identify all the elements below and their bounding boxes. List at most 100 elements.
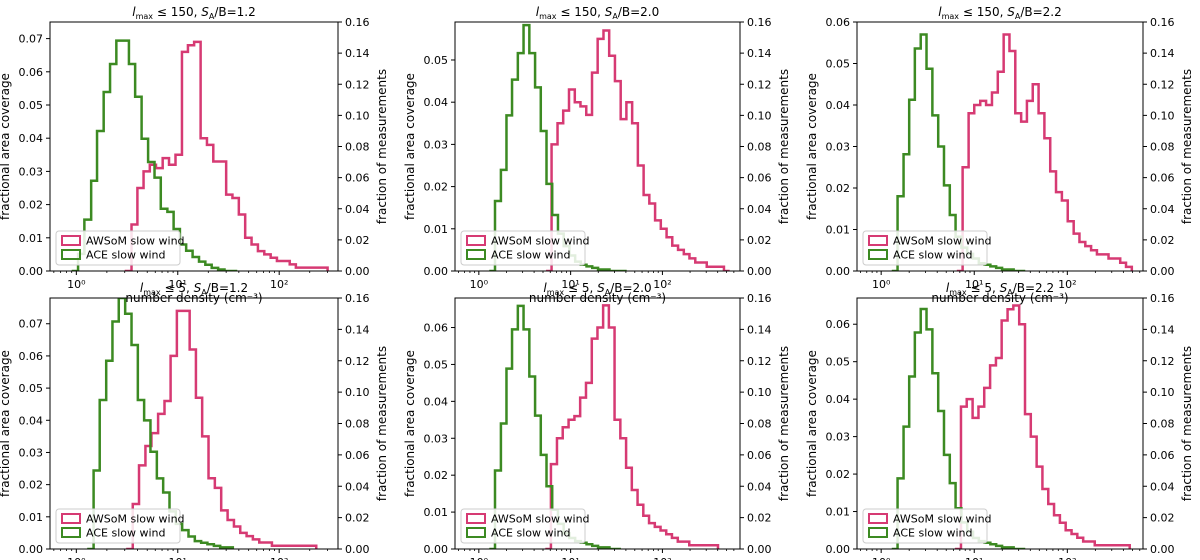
left-y-tick-label: 0.03: [826, 141, 851, 154]
left-y-tick-label: 0.05: [826, 58, 851, 71]
right-y-tick-label: 0.14: [345, 323, 370, 336]
left-y-tick-label: 0.01: [19, 232, 44, 245]
legend-box: [460, 508, 586, 544]
right-y-axis-label: fraction of measurements: [1180, 69, 1194, 224]
legend-awsom-swatch: [466, 513, 486, 524]
right-y-tick-label: 0.14: [747, 47, 772, 60]
ace-histogram: [489, 23, 627, 271]
right-y-tick-label: 0.10: [345, 109, 370, 122]
awsom-histogram: [545, 304, 720, 549]
x-tick-label: 10²: [1058, 278, 1076, 291]
right-y-tick-label: 0.08: [1150, 141, 1175, 154]
right-y-tick-label: 0.16: [1150, 292, 1175, 305]
right-y-axis-label: fraction of measurements: [777, 346, 791, 501]
right-y-tick-label: 0.06: [345, 449, 370, 462]
left-y-tick-label: 0.06: [826, 16, 851, 29]
left-y-tick-label: 0.06: [19, 350, 44, 363]
legend-awsom-label: AWSoM slow wind: [86, 513, 185, 526]
legend-ace-label: ACE slow wind: [893, 527, 972, 540]
x-tick-label: 10¹: [965, 278, 983, 291]
legend-ace-label: ACE slow wind: [86, 527, 165, 540]
right-y-tick-label: 0.02: [345, 512, 370, 525]
right-y-tick-label: 0.12: [1150, 78, 1175, 91]
chart-panel-2: 0.00 0.01 0.02 0.03 0.04 0.05 0.00 0.02 0.04 0.06…: [403, 5, 791, 305]
ace-histogram: [891, 33, 1026, 271]
left-y-axis-label: fractional area coverage: [0, 73, 12, 220]
legend-box: [862, 508, 988, 544]
legend-ace-label: ACE slow wind: [491, 249, 570, 262]
right-y-tick-label: 0.08: [747, 141, 772, 154]
chart-panel-5: 0.00 0.01 0.02 0.03 0.04 0.05 0.06 0.00 0.02 0.04…: [403, 281, 791, 560]
x-tick-label: 10²: [653, 556, 671, 560]
left-y-tick-label: 0.04: [424, 96, 449, 109]
legend-ace-swatch: [868, 527, 888, 538]
left-y-tick-label: 0.00: [826, 265, 851, 278]
right-y-tick-label: 0.06: [747, 172, 772, 185]
x-tick-label: 10⁰: [872, 556, 891, 560]
left-y-tick-label: 0.03: [826, 431, 851, 444]
right-y-tick-label: 0.06: [345, 172, 370, 185]
chart-panel-4: 0.00 0.01 0.02 0.03 0.04 0.05 0.06 0.07 0.00 0.02…: [0, 281, 389, 560]
chart-title: lmax ≤ 5, SA/B=2.0: [543, 281, 651, 297]
right-y-tick-label: 0.02: [345, 234, 370, 247]
right-y-tick-label: 0.02: [747, 512, 772, 525]
right-y-tick-label: 0.00: [345, 543, 370, 556]
left-y-axis-label: fractional area coverage: [403, 73, 417, 220]
right-y-tick-label: 0.10: [747, 109, 772, 122]
x-tick-label: 10¹: [169, 556, 187, 560]
legend-awsom-swatch: [868, 513, 888, 524]
right-y-tick-label: 0.00: [345, 265, 370, 278]
left-y-tick-label: 0.02: [826, 182, 851, 195]
right-y-tick-label: 0.04: [345, 203, 370, 216]
left-y-tick-label: 0.06: [826, 318, 851, 331]
right-y-tick-label: 0.16: [1150, 16, 1175, 29]
left-y-tick-label: 0.02: [424, 181, 449, 194]
left-y-tick-label: 0.01: [826, 506, 851, 519]
x-tick-label: 10⁰: [872, 278, 891, 291]
awsom-histogram: [954, 304, 1131, 549]
ace-histogram: [71, 39, 238, 271]
legend-box: [55, 230, 181, 266]
ace-histogram: [87, 298, 235, 549]
right-y-tick-label: 0.10: [1150, 109, 1175, 122]
x-tick-label: 10²: [1058, 556, 1076, 560]
left-y-axis-label: fractional area coverage: [805, 73, 819, 220]
right-y-tick-label: 0.08: [345, 141, 370, 154]
x-tick-label: 10¹: [965, 556, 983, 560]
right-y-tick-label: 0.00: [747, 265, 772, 278]
awsom-histogram: [546, 29, 730, 271]
right-y-tick-label: 0.00: [747, 543, 772, 556]
right-y-tick-label: 0.04: [747, 480, 772, 493]
left-y-tick-label: 0.01: [826, 224, 851, 237]
left-y-tick-label: 0.02: [19, 199, 44, 212]
right-y-tick-label: 0.16: [747, 292, 772, 305]
left-y-tick-label: 0.04: [19, 414, 44, 427]
right-y-tick-label: 0.00: [1150, 543, 1175, 556]
legend-ace-label: ACE slow wind: [86, 249, 165, 262]
right-y-tick-label: 0.12: [1150, 355, 1175, 368]
legend-box: [862, 230, 988, 266]
left-y-axis-label: fractional area coverage: [403, 350, 417, 497]
right-y-tick-label: 0.02: [747, 234, 772, 247]
right-y-tick-label: 0.12: [747, 78, 772, 91]
right-y-tick-label: 0.06: [1150, 449, 1175, 462]
awsom-histogram: [956, 33, 1134, 271]
left-y-tick-label: 0.00: [826, 543, 851, 556]
right-y-tick-label: 0.14: [345, 47, 370, 60]
left-y-tick-label: 0.04: [424, 395, 449, 408]
chart-title: lmax ≤ 5, SA/B=2.2: [946, 281, 1054, 297]
legend-awsom-swatch: [466, 235, 486, 246]
left-y-tick-label: 0.01: [424, 506, 449, 519]
right-y-tick-label: 0.04: [1150, 480, 1175, 493]
right-y-tick-label: 0.10: [747, 386, 772, 399]
legend-awsom-swatch: [61, 235, 81, 246]
legend-ace-label: ACE slow wind: [491, 527, 570, 540]
right-y-tick-label: 0.08: [747, 418, 772, 431]
left-y-axis-label: fractional area coverage: [805, 350, 819, 497]
left-y-tick-label: 0.07: [19, 33, 44, 46]
right-y-tick-label: 0.10: [345, 386, 370, 399]
